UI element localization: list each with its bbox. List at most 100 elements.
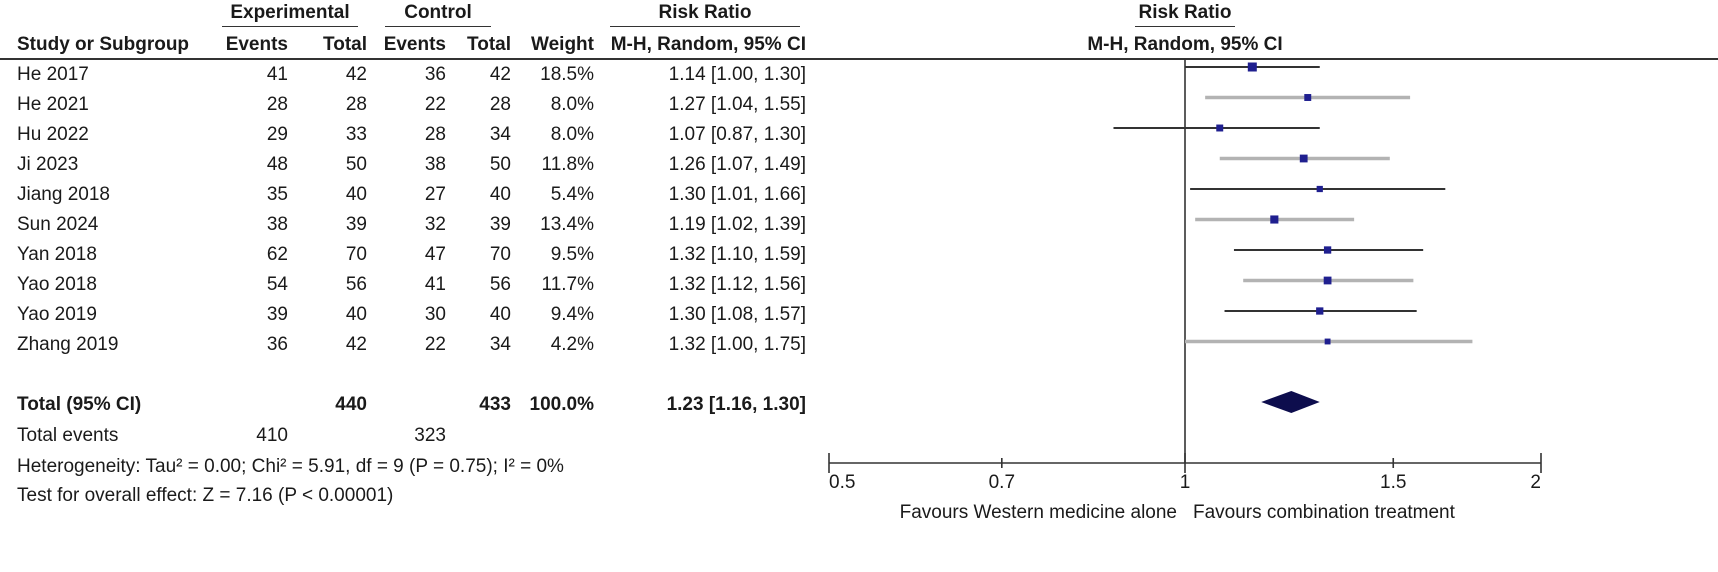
risk-ratio-ci: 1.32 [1.10, 1.59] (668, 244, 806, 265)
group-header-risk-ratio: Risk Ratio (658, 2, 752, 23)
ctl-events: 27 (424, 184, 446, 205)
group-header-control: Control (404, 2, 472, 23)
weight: 9.4% (550, 304, 594, 325)
study-name: Yao 2018 (17, 274, 97, 295)
col-header-ctl-total: Total (467, 34, 511, 55)
ctl-events: 22 (424, 334, 446, 355)
risk-ratio-ci: 1.32 [1.12, 1.56] (668, 274, 806, 295)
weight: 9.5% (550, 244, 594, 265)
point-estimate-square (1247, 62, 1257, 72)
study-name: Yan 2018 (17, 244, 97, 265)
ctl-events: 36 (424, 64, 446, 85)
weight: 8.0% (550, 124, 594, 145)
ctl-total: 70 (489, 244, 511, 265)
exp-events: 41 (266, 64, 288, 85)
overall-effect-stats: Test for overall effect: Z = 7.16 (P < 0… (17, 485, 394, 506)
col-header-ctl-events: Events (383, 34, 446, 55)
x-axis-tick-label: 1.5 (1380, 472, 1406, 493)
total-ctl-total: 433 (479, 394, 511, 415)
exp-total: 40 (345, 184, 367, 205)
ctl-total: 40 (489, 304, 511, 325)
total-ci: 1.23 [1.16, 1.30] (666, 394, 806, 415)
x-axis-tick-label: 0.5 (829, 472, 855, 493)
exp-events: 38 (266, 214, 288, 235)
risk-ratio-ci: 1.27 [1.04, 1.55] (668, 94, 806, 115)
weight: 13.4% (540, 214, 594, 235)
weight: 11.7% (541, 274, 594, 295)
point-estimate-square (1216, 124, 1224, 132)
total-weight: 100.0% (529, 394, 594, 415)
weight: 18.5% (540, 64, 594, 85)
header-rule (0, 58, 1718, 60)
total-events-exp: 410 (256, 425, 288, 446)
ctl-total: 39 (489, 214, 511, 235)
exp-events: 39 (266, 304, 288, 325)
risk-ratio-ci: 1.26 [1.07, 1.49] (668, 154, 806, 175)
weight: 5.4% (550, 184, 594, 205)
ctl-total: 56 (489, 274, 511, 295)
group-header-experimental: Experimental (230, 2, 350, 23)
study-name: Hu 2022 (17, 124, 89, 145)
total-label: Total (95% CI) (17, 394, 142, 415)
ctl-events: 32 (424, 214, 446, 235)
point-estimate-square (1316, 185, 1323, 193)
exp-events: 29 (266, 124, 288, 145)
ctl-events: 38 (424, 154, 446, 175)
exp-events: 28 (266, 94, 288, 115)
exp-total: 42 (345, 334, 367, 355)
underline-control (385, 26, 491, 27)
ctl-events: 41 (424, 274, 446, 295)
exp-events: 35 (266, 184, 288, 205)
study-name: Sun 2024 (17, 214, 99, 235)
ctl-total: 42 (489, 64, 511, 85)
exp-total: 39 (345, 214, 367, 235)
heterogeneity-stats: Heterogeneity: Tau² = 0.00; Chi² = 5.91,… (17, 456, 564, 477)
ctl-total: 28 (489, 94, 511, 115)
exp-total: 42 (345, 64, 367, 85)
risk-ratio-ci: 1.30 [1.01, 1.66] (668, 184, 806, 205)
col-header-weight: Weight (531, 34, 594, 55)
x-axis-tick-label: 0.7 (989, 472, 1015, 493)
underline-risk-ratio (610, 26, 800, 27)
risk-ratio-ci: 1.19 [1.02, 1.39] (668, 214, 806, 235)
study-name: He 2021 (17, 94, 89, 115)
exp-total: 50 (345, 154, 367, 175)
x-axis-tick-label: 2 (1530, 472, 1541, 493)
exp-events: 48 (266, 154, 288, 175)
point-estimate-square (1304, 94, 1312, 101)
forest-plot-subtitle: M-H, Random, 95% CI (1087, 34, 1283, 55)
col-header-exp-total: Total (323, 34, 367, 55)
ctl-events: 30 (424, 304, 446, 325)
exp-events: 54 (266, 274, 288, 295)
exp-total: 40 (345, 304, 367, 325)
ctl-events: 22 (424, 94, 446, 115)
weight: 11.8% (541, 154, 594, 175)
study-name: Zhang 2019 (17, 334, 119, 355)
ctl-events: 47 (424, 244, 446, 265)
exp-total: 33 (345, 124, 367, 145)
underline-forest-title (1135, 26, 1235, 27)
ctl-total: 50 (489, 154, 511, 175)
exp-total: 70 (345, 244, 367, 265)
risk-ratio-ci: 1.14 [1.00, 1.30] (668, 64, 806, 85)
point-estimate-square (1270, 215, 1279, 224)
ctl-total: 34 (489, 124, 511, 145)
total-exp-total: 440 (335, 394, 367, 415)
study-name: Yao 2019 (17, 304, 97, 325)
forest-plot-title: Risk Ratio (1138, 2, 1232, 23)
pooled-diamond (1261, 391, 1320, 413)
x-axis-tick-label: 1 (1180, 472, 1191, 493)
favours-right-label: Favours combination treatment (1193, 502, 1456, 523)
ctl-total: 40 (489, 184, 511, 205)
col-header-exp-events: Events (225, 34, 288, 55)
study-name: He 2017 (17, 64, 89, 85)
point-estimate-square (1299, 154, 1308, 163)
point-estimate-square (1323, 276, 1332, 285)
total-events-ctl: 323 (414, 425, 446, 446)
weight: 4.2% (550, 334, 594, 355)
exp-total: 56 (345, 274, 367, 295)
exp-events: 36 (266, 334, 288, 355)
point-estimate-square (1323, 246, 1332, 254)
col-header-study: Study or Subgroup (17, 34, 190, 55)
